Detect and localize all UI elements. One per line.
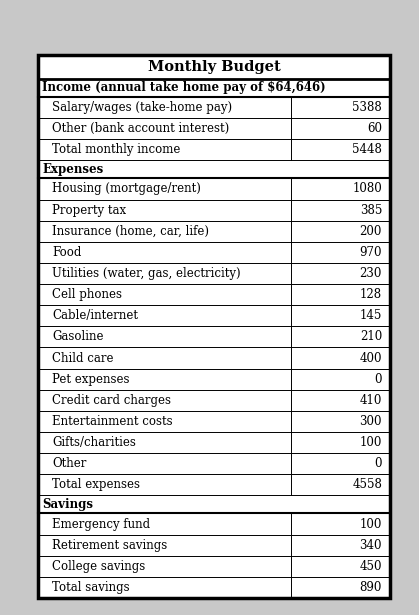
Text: Expenses: Expenses xyxy=(42,163,103,176)
Text: 400: 400 xyxy=(360,352,382,365)
Text: 128: 128 xyxy=(360,288,382,301)
Text: 970: 970 xyxy=(360,246,382,259)
Text: 1080: 1080 xyxy=(352,183,382,196)
Text: 300: 300 xyxy=(360,415,382,428)
Text: Cell phones: Cell phones xyxy=(52,288,122,301)
Text: Food: Food xyxy=(52,246,81,259)
Text: Gifts/charities: Gifts/charities xyxy=(52,436,136,449)
Text: 890: 890 xyxy=(360,581,382,594)
Text: College savings: College savings xyxy=(52,560,145,573)
Text: Salary/wages (take-home pay): Salary/wages (take-home pay) xyxy=(52,101,232,114)
Text: 100: 100 xyxy=(360,436,382,449)
Text: Insurance (home, car, life): Insurance (home, car, life) xyxy=(52,224,209,238)
Text: Property tax: Property tax xyxy=(52,204,126,216)
Text: Gasoline: Gasoline xyxy=(52,330,103,343)
Text: Total monthly income: Total monthly income xyxy=(52,143,180,156)
Bar xyxy=(38,55,390,598)
Text: Child care: Child care xyxy=(52,352,114,365)
Text: Retirement savings: Retirement savings xyxy=(52,539,167,552)
Text: Total savings: Total savings xyxy=(52,581,129,594)
Text: Credit card charges: Credit card charges xyxy=(52,394,171,407)
Text: 230: 230 xyxy=(360,267,382,280)
Text: Income (annual take home pay of $64,646): Income (annual take home pay of $64,646) xyxy=(42,82,326,95)
Text: Other (bank account interest): Other (bank account interest) xyxy=(52,122,229,135)
Text: 0: 0 xyxy=(375,373,382,386)
Text: Entertainment costs: Entertainment costs xyxy=(52,415,173,428)
Text: Cable/internet: Cable/internet xyxy=(52,309,138,322)
Text: 450: 450 xyxy=(360,560,382,573)
Text: 60: 60 xyxy=(367,122,382,135)
Text: 5448: 5448 xyxy=(352,143,382,156)
Text: 200: 200 xyxy=(360,224,382,238)
Text: Utilities (water, gas, electricity): Utilities (water, gas, electricity) xyxy=(52,267,241,280)
Text: Savings: Savings xyxy=(42,498,93,511)
Text: 4558: 4558 xyxy=(352,478,382,491)
Bar xyxy=(38,55,390,598)
Text: Housing (mortgage/rent): Housing (mortgage/rent) xyxy=(52,183,201,196)
Text: 100: 100 xyxy=(360,518,382,531)
Text: 340: 340 xyxy=(360,539,382,552)
Text: 385: 385 xyxy=(360,204,382,216)
Text: Emergency fund: Emergency fund xyxy=(52,518,150,531)
Text: 410: 410 xyxy=(360,394,382,407)
Text: 210: 210 xyxy=(360,330,382,343)
Text: 145: 145 xyxy=(360,309,382,322)
Text: Monthly Budget: Monthly Budget xyxy=(147,60,280,74)
Text: 5388: 5388 xyxy=(352,101,382,114)
Text: Other: Other xyxy=(52,457,86,470)
Text: Total expenses: Total expenses xyxy=(52,478,140,491)
Text: Pet expenses: Pet expenses xyxy=(52,373,129,386)
Text: 0: 0 xyxy=(375,457,382,470)
